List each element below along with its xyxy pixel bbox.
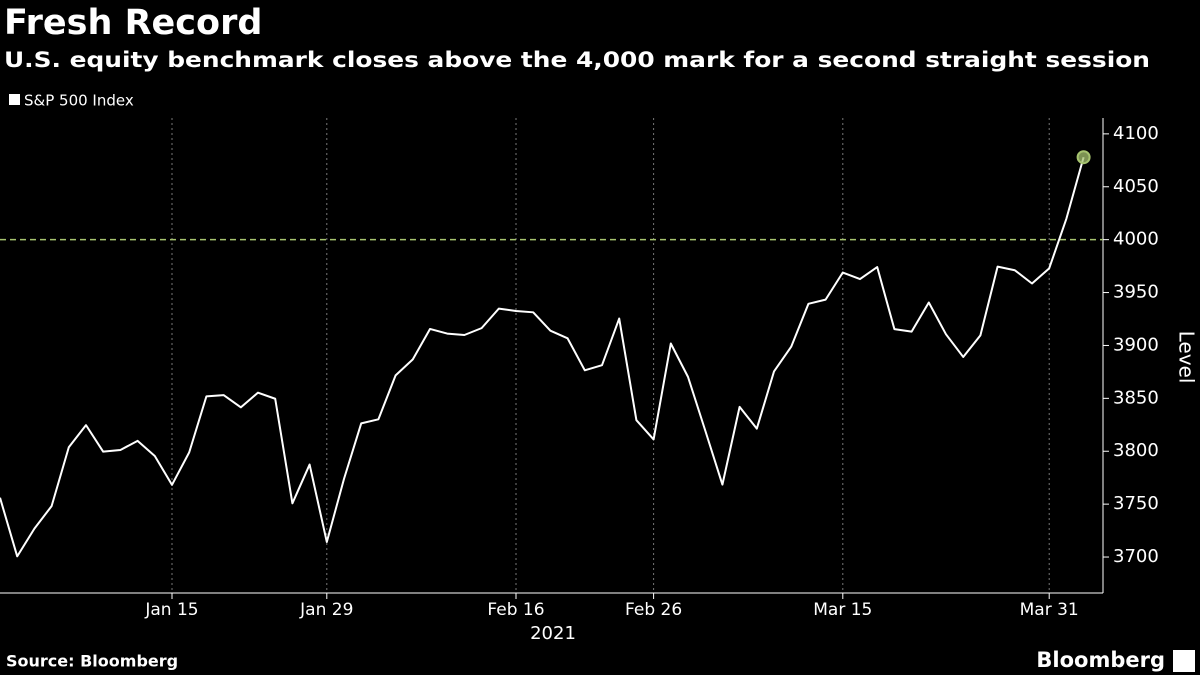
x-tick-label: Jan 29 [299, 600, 353, 620]
y-tick-label: 3700 [1113, 546, 1159, 567]
x-tick-label: Feb 16 [487, 600, 544, 620]
legend-swatch [9, 94, 20, 105]
plot: Jan 15 Jan 29 Feb 16 Feb 26 Mar 15 Mar 31 3700… [0, 118, 1159, 620]
chart-title: Fresh Record [4, 3, 262, 43]
x-tick-label: Jan 15 [144, 600, 198, 620]
y-tick-label: 3850 [1113, 387, 1159, 408]
legend-label: S&P 500 Index [24, 92, 134, 110]
brand: Bloomberg [1036, 648, 1165, 672]
x-tick-label: Mar 31 [1020, 600, 1079, 620]
y-tick-label: 3900 [1113, 334, 1159, 355]
source: Source: Bloomberg [6, 652, 178, 671]
y-tick-label: 4100 [1113, 123, 1159, 144]
y-tick-label: 3950 [1113, 282, 1159, 303]
x-axis-label: 2021 [530, 623, 576, 644]
chart-subtitle: U.S. equity benchmark closes above the 4… [4, 48, 1150, 72]
y-tick-label: 4000 [1113, 229, 1159, 250]
y-tick-label: 4050 [1113, 176, 1159, 197]
line-series [0, 156, 1085, 558]
y-axis-label: Level [1175, 331, 1199, 384]
y-tick-label: 3800 [1113, 440, 1159, 461]
brand-icon [1173, 650, 1195, 672]
x-tick-label: Feb 26 [625, 600, 682, 620]
x-tick-label: Mar 15 [813, 600, 872, 620]
last-point-marker [1076, 150, 1091, 165]
y-tick-label: 3750 [1113, 493, 1159, 514]
